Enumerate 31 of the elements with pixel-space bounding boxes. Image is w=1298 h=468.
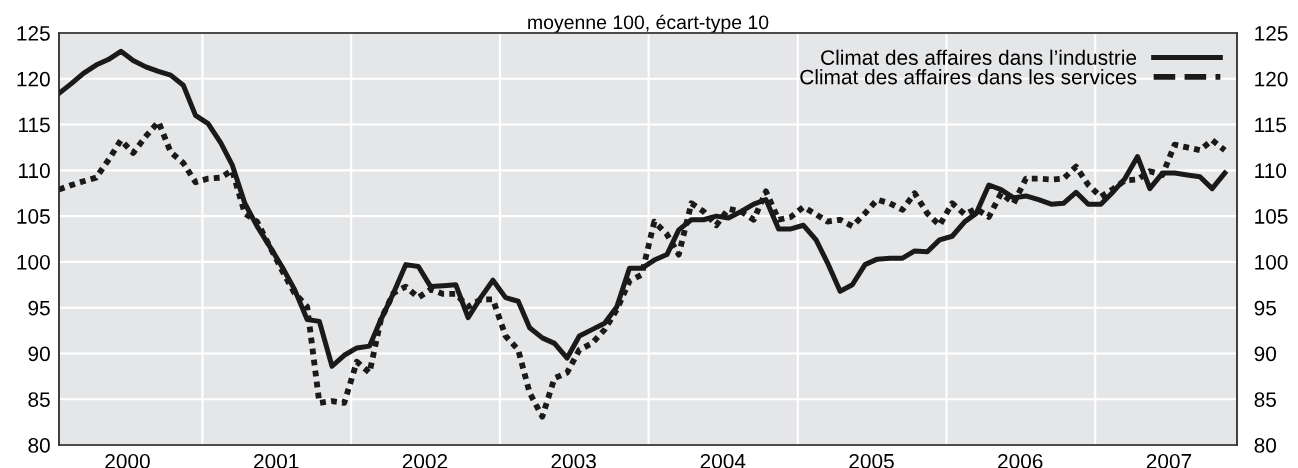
x-tick-label: 2004 — [700, 453, 746, 468]
x-tick-label: 2005 — [849, 453, 894, 468]
legend-label: Climat des affaires dans les services — [800, 69, 1137, 85]
y-tick-label: 110 — [19, 163, 50, 179]
y-tick-label: 95 — [28, 300, 50, 316]
y-tick-label: 80 — [28, 438, 50, 453]
legend-label: Climat des affaires dans l’industrie — [821, 49, 1137, 65]
y2-tick-label: 120 — [1255, 71, 1288, 87]
y2-tick-label: 100 — [1255, 254, 1288, 270]
y-tick-label: 105 — [17, 209, 50, 224]
y2-tick-label: 80 — [1254, 438, 1277, 453]
y2-tick-label: 125 — [1255, 26, 1288, 41]
y2-tick-label: 90 — [1254, 346, 1277, 362]
y-tick-label: 85 — [28, 392, 50, 407]
x-tick-label: 2007 — [1146, 453, 1192, 468]
y-tick-label: 90 — [28, 346, 50, 362]
y-tick-label: 120 — [17, 71, 50, 87]
y-tick-label: 125 — [17, 26, 50, 41]
y2-tick-label: 115 — [1255, 117, 1287, 133]
x-tick-label: 2002 — [402, 453, 448, 468]
x-tick-label: 2000 — [105, 453, 150, 468]
y2-tick-label: 85 — [1254, 392, 1276, 407]
y2-tick-label: 95 — [1254, 300, 1276, 316]
y2-tick-label: 105 — [1255, 209, 1288, 224]
x-tick-label: 2003 — [551, 453, 596, 468]
x-tick-label: 2001 — [254, 453, 299, 468]
y2-tick-label: 110 — [1255, 163, 1287, 179]
y-tick-label: 115 — [19, 117, 50, 133]
chart-title: moyenne 100, écart-type 10 — [528, 14, 769, 33]
x-tick-label: 2006 — [998, 453, 1043, 468]
y-tick-label: 100 — [17, 254, 50, 270]
